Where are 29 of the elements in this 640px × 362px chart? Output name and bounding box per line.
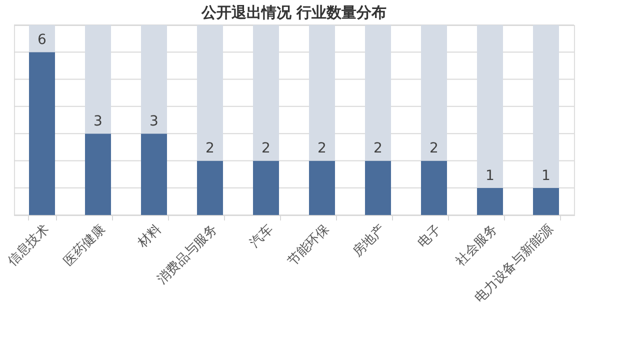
bar xyxy=(477,188,503,215)
bar xyxy=(533,188,559,215)
x-tick-label: 节能环保 xyxy=(285,222,332,270)
x-tick-label: 房地产 xyxy=(350,221,388,260)
data-label: 6 xyxy=(38,32,47,48)
bar xyxy=(85,134,111,215)
bar xyxy=(197,160,223,215)
data-label: 1 xyxy=(542,168,550,184)
data-label: 2 xyxy=(374,140,382,157)
bar xyxy=(141,134,167,215)
data-label: 2 xyxy=(318,140,326,157)
x-tick-label: 电子 xyxy=(415,222,444,251)
bar xyxy=(365,160,391,215)
bar xyxy=(421,160,447,215)
data-label: 2 xyxy=(206,140,214,157)
bar xyxy=(29,52,55,215)
bar xyxy=(309,160,335,215)
x-tick-label: 社会服务 xyxy=(453,222,500,270)
data-label: 2 xyxy=(430,140,438,157)
bar xyxy=(253,160,279,215)
chart-title: 公开退出情况 行业数量分布 xyxy=(200,4,387,22)
data-label: 3 xyxy=(94,114,102,130)
x-tick-label: 材料 xyxy=(134,222,164,252)
x-tick-label: 汽车 xyxy=(247,222,276,251)
data-label: 3 xyxy=(150,114,158,130)
x-tick-label: 信息技术 xyxy=(5,222,52,270)
data-label: 1 xyxy=(486,168,494,184)
data-label: 2 xyxy=(262,140,270,157)
x-tick-label: 医药健康 xyxy=(61,222,108,270)
